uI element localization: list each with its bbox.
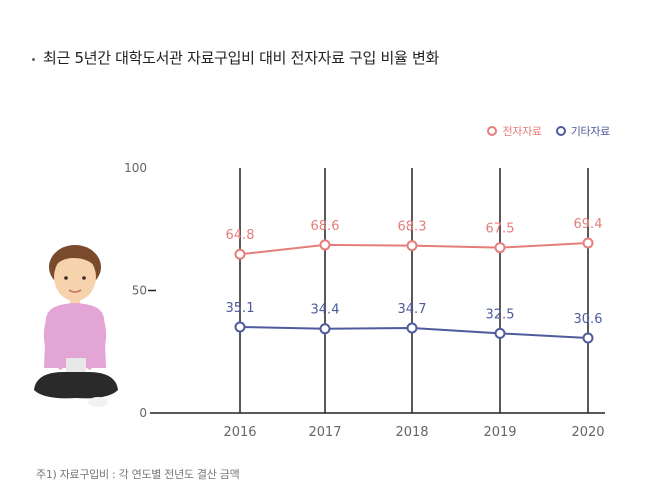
reading-person-illustration: [34, 245, 118, 407]
data-point-s1-2020: [582, 237, 594, 249]
data-label-s1-2017: 68.6: [311, 219, 340, 234]
data-point-s2-2016: [234, 321, 246, 333]
data-point-s2-2018: [406, 322, 418, 334]
data-label-s2-2018: 34.7: [398, 302, 427, 317]
legend-item-series-1: 전자자료: [487, 123, 542, 139]
data-point-s2-2020: [582, 332, 594, 344]
chart-title: 최근 5년간 대학도서관 자료구입비 대비 전자자료 구입 비율 변화: [43, 49, 439, 67]
data-point-s1-2016: [234, 248, 246, 260]
data-point-s2-2017: [319, 323, 331, 335]
legend-marker-series-1: [487, 126, 498, 136]
footnote: 주1) 자료구입비 : 각 연도별 전년도 결산 금액: [36, 468, 240, 481]
data-label-s1-2020: 69.4: [574, 217, 603, 232]
x-tick-label-2019: 2019: [483, 425, 516, 440]
data-label-s2-2019: 32.5: [486, 307, 515, 322]
data-label-s2-2016: 35.1: [226, 301, 255, 316]
y-tick-label-0: 0: [139, 406, 147, 420]
x-tick-label-2020: 2020: [571, 425, 604, 440]
data-label-s1-2016: 64.8: [226, 228, 255, 243]
data-label-s2-2017: 34.4: [311, 303, 340, 318]
legend: 전자자료 기타자료: [473, 123, 610, 139]
data-point-s1-2019: [494, 242, 506, 254]
data-label-s2-2020: 30.6: [574, 312, 603, 327]
chart-title-wrap: 최근 5년간 대학도서관 자료구입비 대비 전자자료 구입 비율 변화: [32, 47, 439, 68]
legend-label-series-2: 기타자료: [570, 125, 611, 138]
x-tick-label-2016: 2016: [223, 425, 256, 440]
x-tick-label-2017: 2017: [308, 425, 341, 440]
data-label-s1-2018: 68.3: [398, 220, 427, 235]
y-tick-label-100: 100: [124, 161, 147, 175]
data-point-s1-2018: [406, 240, 418, 252]
x-tick-label-2018: 2018: [395, 425, 428, 440]
bullet-dot: [32, 58, 35, 61]
data-label-s1-2019: 67.5: [486, 222, 515, 237]
data-point-s1-2017: [319, 239, 331, 251]
legend-marker-series-2: [555, 126, 566, 136]
data-point-s2-2019: [494, 327, 506, 339]
y-tick-label-50: 50: [132, 284, 147, 298]
legend-label-series-1: 전자자료: [502, 125, 542, 138]
legend-item-series-2: 기타자료: [555, 123, 611, 139]
